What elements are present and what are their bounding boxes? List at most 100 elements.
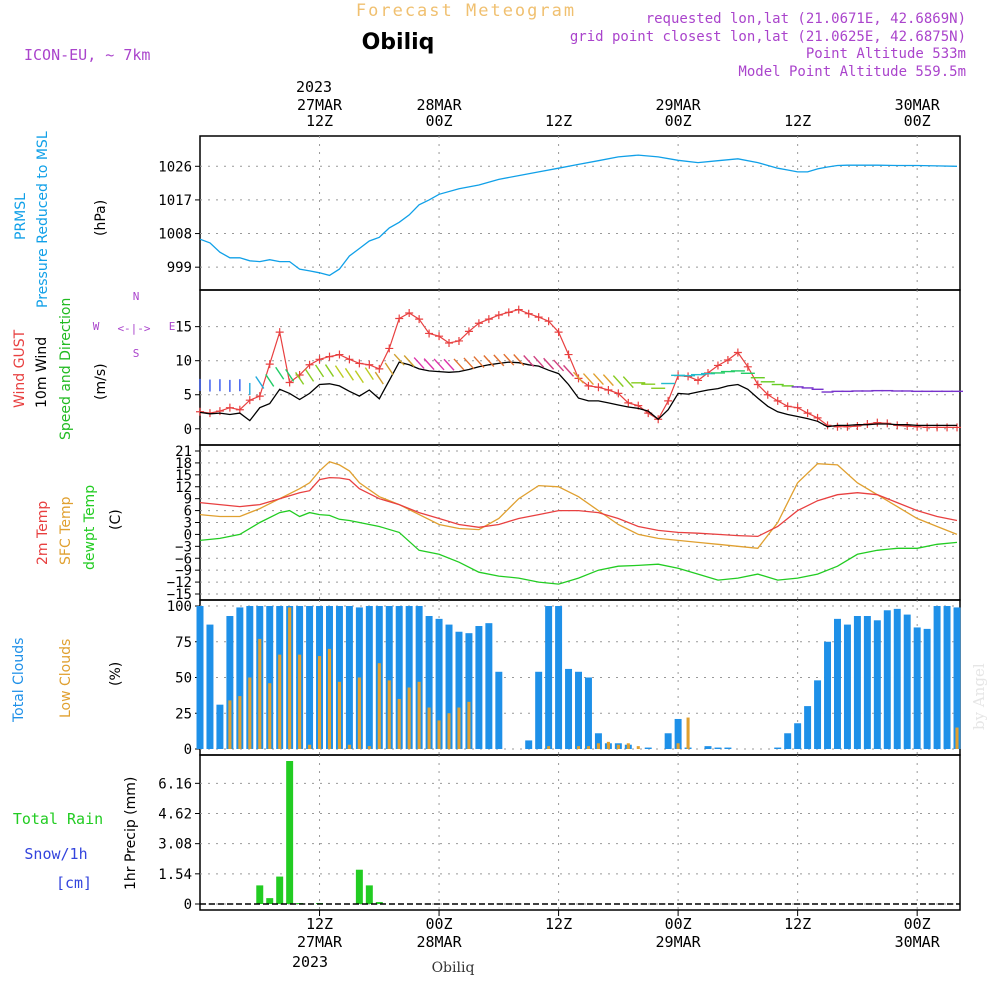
gust-marker bbox=[335, 350, 344, 359]
precip-units: 1hr Precip (mm) bbox=[123, 777, 139, 890]
wind-direction-arrow bbox=[543, 357, 555, 370]
low-clouds-label: Low Clouds bbox=[58, 639, 74, 718]
gust-marker bbox=[445, 338, 454, 347]
ytick-label: 3.08 bbox=[158, 837, 192, 853]
ytick-label: 1008 bbox=[158, 227, 192, 243]
ytick-label: 75 bbox=[175, 635, 192, 651]
gust-marker bbox=[773, 396, 782, 405]
wind-direction-arrow bbox=[393, 353, 405, 366]
total-cloud-bar bbox=[853, 616, 861, 749]
ytick-label: 15 bbox=[175, 468, 192, 484]
total-cloud-bar bbox=[883, 610, 891, 749]
gust-marker bbox=[504, 308, 513, 317]
total-cloud-bar bbox=[724, 747, 732, 749]
gust-marker bbox=[385, 344, 394, 353]
total-cloud-bar bbox=[794, 723, 802, 749]
chart-title: Forecast Meteogram bbox=[356, 1, 576, 21]
ytick-label: 5 bbox=[184, 388, 192, 404]
low-cloud-bar bbox=[467, 701, 471, 749]
gust-marker bbox=[664, 396, 673, 405]
total-cloud-bar bbox=[863, 616, 871, 749]
low-cloud-bar bbox=[955, 727, 959, 749]
low-cloud-bar bbox=[686, 717, 690, 749]
pressure-units: (hPa) bbox=[93, 200, 109, 236]
time-label-bottom: 30MAR bbox=[895, 933, 941, 951]
pressure-label-1: PRMSL bbox=[13, 193, 29, 240]
gust-marker bbox=[514, 305, 523, 314]
low-cloud-bar bbox=[606, 741, 610, 749]
low-cloud-bar bbox=[457, 707, 461, 749]
total-cloud-bar bbox=[306, 606, 314, 749]
total-cloud-bar bbox=[565, 668, 573, 749]
wind-direction-arrow bbox=[285, 368, 295, 382]
time-label-top: 27MAR bbox=[297, 96, 343, 114]
total-cloud-bar bbox=[933, 606, 941, 749]
low-cloud-bar bbox=[616, 744, 620, 749]
gust-marker bbox=[833, 422, 842, 431]
direction-label: Speed and Direction bbox=[58, 298, 74, 440]
low-cloud-bar bbox=[547, 746, 551, 749]
pressure-label-2: Pressure Reduced to MSL bbox=[35, 131, 51, 308]
total-cloud-bar bbox=[594, 733, 602, 749]
low-cloud-bar bbox=[576, 746, 581, 749]
total-cloud-bar bbox=[495, 671, 503, 749]
wind-direction-arrow bbox=[582, 373, 594, 386]
total-cloud-bar bbox=[584, 677, 592, 749]
gust-marker bbox=[305, 360, 314, 369]
footer-location: Obiliq bbox=[432, 960, 475, 976]
total-cloud-bar bbox=[714, 747, 722, 749]
wind-direction-arrow bbox=[304, 368, 315, 382]
year-bottom: 2023 bbox=[292, 953, 328, 971]
gust-marker bbox=[604, 385, 613, 394]
wind-direction-arrow bbox=[443, 358, 455, 371]
low-cloud-bar bbox=[308, 744, 312, 749]
low-cloud-bar bbox=[407, 687, 411, 749]
rain-bar bbox=[256, 885, 264, 904]
ytick-label: 9 bbox=[184, 492, 192, 508]
wind-direction-arrow bbox=[463, 357, 475, 370]
ytick-label: 10 bbox=[175, 354, 192, 370]
compass-w: W bbox=[93, 320, 100, 333]
gust-marker bbox=[464, 327, 473, 336]
ytick-label: 0 bbox=[184, 742, 192, 758]
wind-direction-arrow bbox=[592, 373, 604, 386]
low-cloud-bar bbox=[387, 680, 391, 749]
rain-bar bbox=[276, 876, 284, 904]
ytick-label: 18 bbox=[175, 456, 192, 472]
ytick-label: −6 bbox=[175, 551, 192, 567]
total-cloud-bar bbox=[236, 607, 244, 749]
time-label-top: 00Z bbox=[665, 112, 692, 130]
point-altitude: Point Altitude 533m bbox=[806, 46, 966, 62]
rain-bar bbox=[355, 869, 363, 904]
wind-direction-arrow bbox=[265, 374, 275, 387]
gust-marker bbox=[783, 402, 792, 411]
low-cloud-bar bbox=[427, 707, 431, 749]
time-label-bottom: 29MAR bbox=[656, 933, 702, 951]
ytick-label: 0 bbox=[184, 527, 192, 543]
snow-label: Snow/1h bbox=[24, 845, 87, 863]
total-cloud-bar bbox=[774, 747, 782, 749]
gust-marker bbox=[943, 423, 952, 432]
total-cloud-bar bbox=[385, 606, 393, 749]
total-cloud-bar bbox=[545, 606, 553, 749]
total-cloud-bar bbox=[923, 628, 931, 749]
sfc-temp-line bbox=[199, 460, 958, 549]
gust-marker bbox=[953, 423, 962, 432]
total-cloud-bar bbox=[226, 616, 234, 749]
gust-marker bbox=[853, 422, 862, 431]
gust-marker bbox=[624, 398, 633, 407]
total-cloud-bar bbox=[704, 746, 712, 749]
gust-marker bbox=[743, 362, 752, 371]
low-cloud-bar bbox=[228, 700, 232, 749]
gust-marker bbox=[694, 376, 703, 385]
gust-marker bbox=[913, 422, 922, 431]
panels: 102610171008999151050211815129630−3−6−9−… bbox=[11, 131, 964, 913]
total-cloud-bar bbox=[873, 620, 881, 749]
gust-marker bbox=[873, 418, 882, 427]
wind-units: (m/s) bbox=[93, 363, 109, 400]
total-cloud-bar bbox=[455, 631, 463, 749]
wind-direction-arrow bbox=[433, 358, 445, 371]
pressure-line bbox=[199, 154, 958, 277]
